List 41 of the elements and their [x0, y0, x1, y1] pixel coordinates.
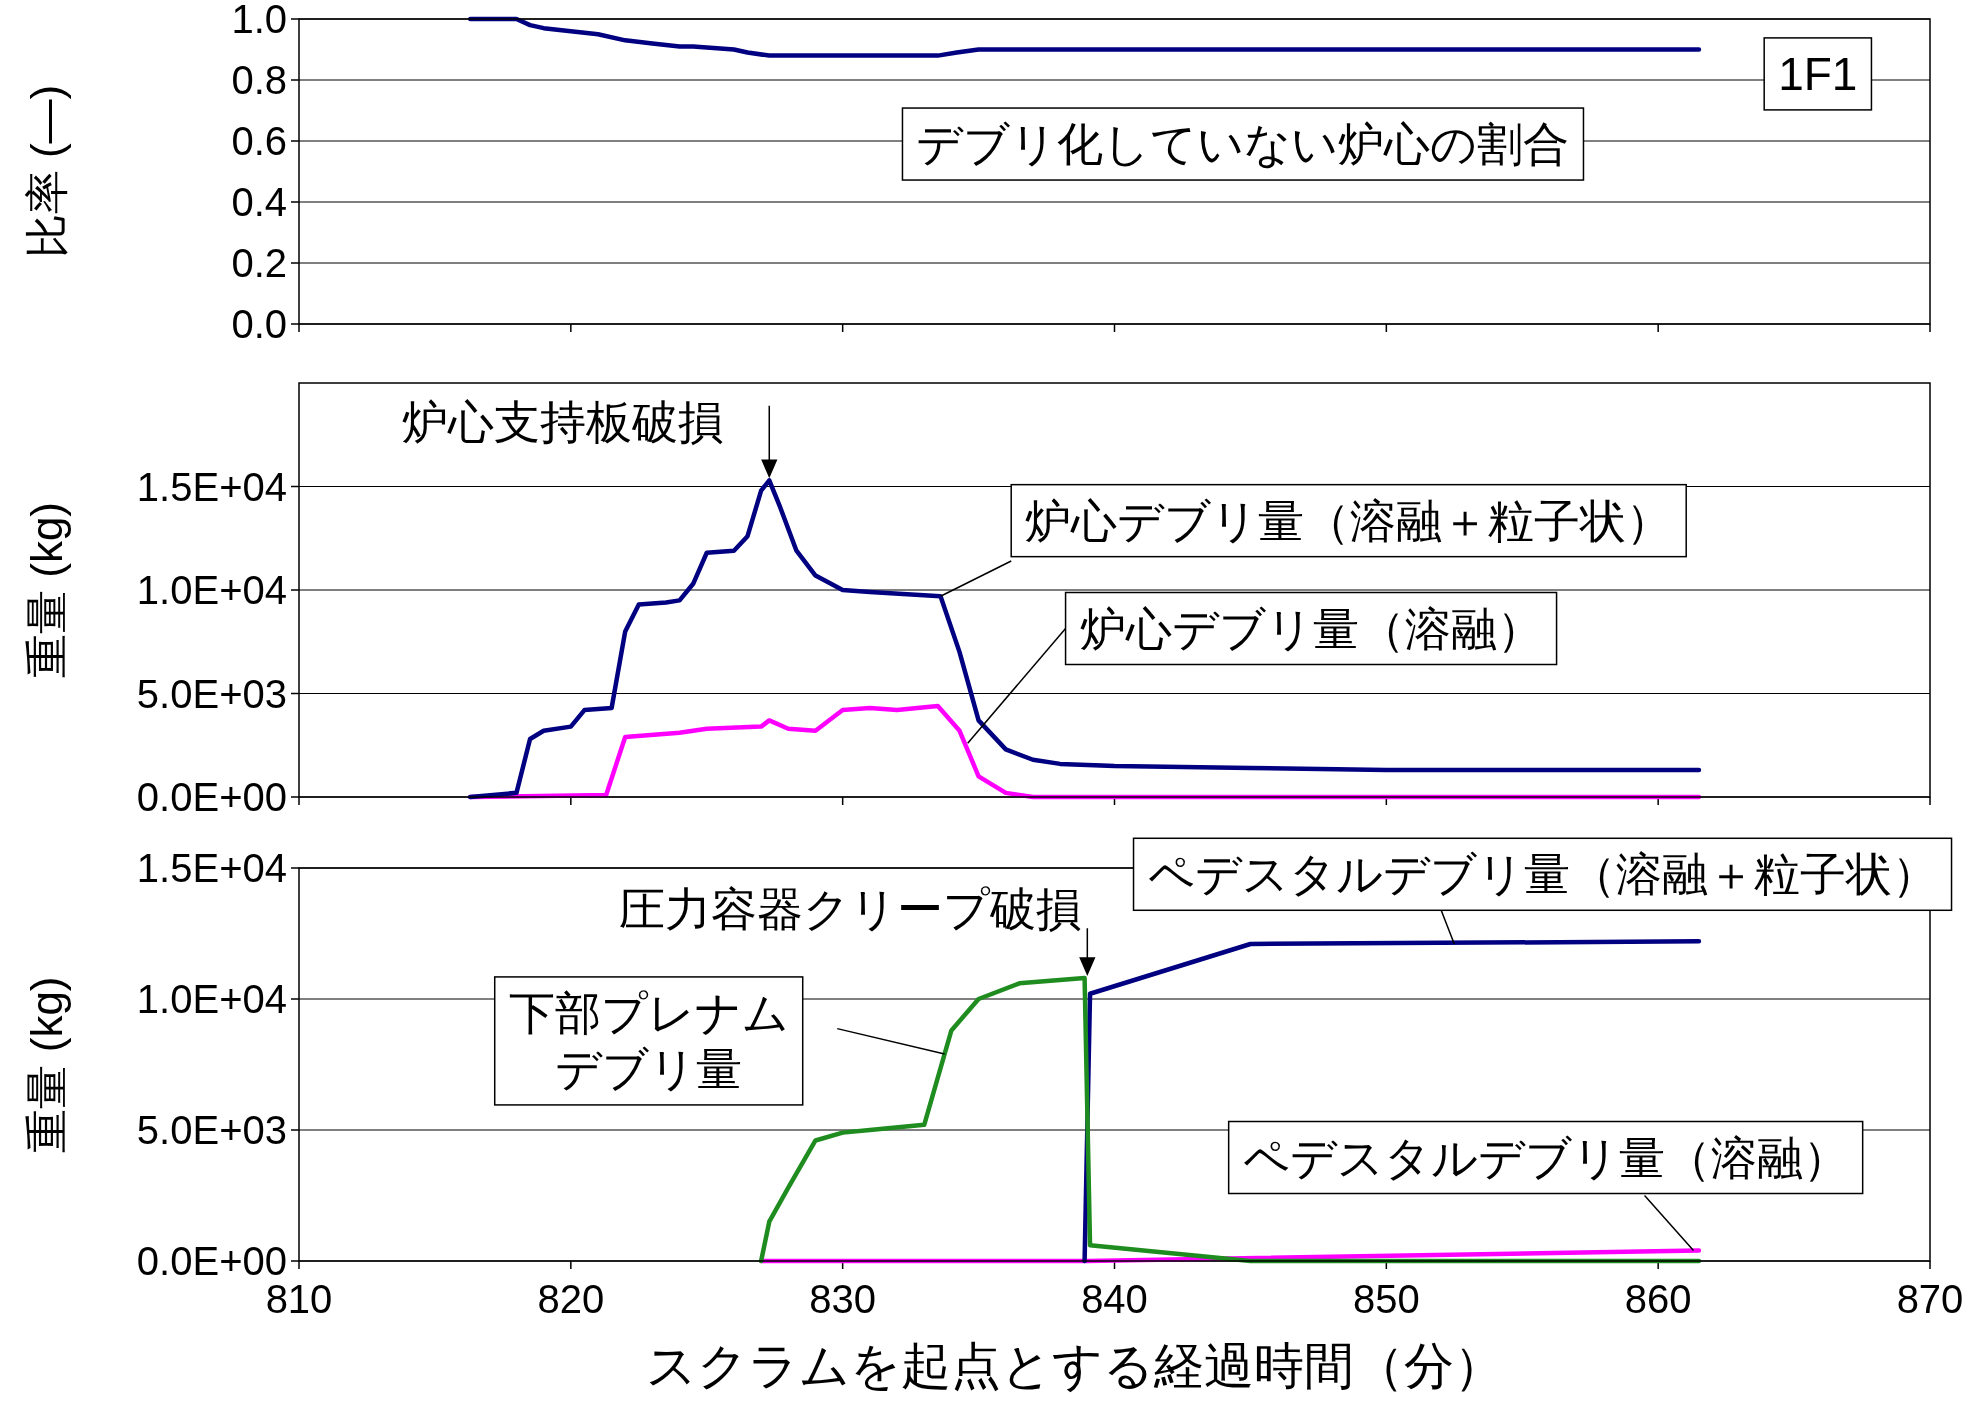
- y-tick-label: 0.8: [231, 58, 287, 102]
- annotation: 1F1: [1778, 47, 1858, 100]
- y-tick-label: 1.5E+04: [136, 846, 287, 890]
- annotation: ペデスタルデブリ量（溶融＋粒子状）: [1132, 837, 1953, 945]
- y-tick-label: 0.0: [231, 302, 287, 346]
- y-tick-label: 0.4: [231, 180, 287, 224]
- x-tick-label: 840: [1081, 1277, 1148, 1321]
- x-tick-label: 860: [1624, 1277, 1692, 1321]
- annotation: 圧力容器クリープ破損: [619, 882, 1083, 935]
- y-axis-title: 比率 (—): [22, 84, 71, 259]
- annotation: 炉心デブリ量（溶融）: [1079, 602, 1543, 655]
- annotation: ペデスタルデブリ量（溶融）: [1227, 1120, 1864, 1252]
- x-tick-label: 870: [1896, 1277, 1964, 1321]
- y-tick-label: 5.0E+03: [136, 671, 287, 716]
- annotation: 圧力容器クリープ破損: [619, 882, 1096, 976]
- x-axis-title: スクラムを起点とする経過時間（分）: [645, 1338, 1504, 1394]
- x-tick-label: 820: [537, 1277, 605, 1321]
- annotation: 炉心デブリ量（溶融＋粒子状）: [939, 483, 1687, 597]
- annotation: 炉心デブリ量（溶融＋粒子状）: [1025, 494, 1673, 547]
- y-tick-label: 0.2: [231, 241, 287, 285]
- y-tick-label: 0.6: [231, 119, 287, 163]
- annotation: 下部プレナムデブリ量: [493, 976, 946, 1106]
- annotation: 1F1: [1763, 37, 1873, 111]
- y-tick-label: 0.0E+00: [136, 775, 287, 819]
- annotation: 炉心デブリ量（溶融）: [966, 591, 1558, 744]
- y-tick-label: 1.0E+04: [136, 977, 287, 1021]
- y-tick-label: 1.0: [231, 0, 287, 41]
- annotation: ペデスタルデブリ量（溶融）: [1242, 1131, 1849, 1184]
- y-tick-label: 1.5E+04: [136, 464, 287, 509]
- annotation: 炉心支持板破損: [401, 396, 724, 449]
- annotation: 炉心支持板破損: [401, 396, 777, 479]
- annotation: デブリ化していない炉心の割合: [916, 118, 1570, 171]
- y-tick-label: 1.0E+04: [136, 568, 287, 612]
- y-axis-title: 重量 (kg): [22, 976, 71, 1153]
- annotation: デブリ化していない炉心の割合: [901, 107, 1585, 181]
- y-axis-title: 重量 (kg): [22, 502, 71, 678]
- y-tick-label: 5.0E+03: [136, 1108, 287, 1152]
- annotation: 下部プレナムデブリ量: [508, 986, 789, 1095]
- annotation: ペデスタルデブリ量（溶融＋粒子状）: [1147, 848, 1938, 901]
- x-tick-label: 850: [1352, 1277, 1420, 1321]
- x-tick-label: 830: [809, 1277, 877, 1321]
